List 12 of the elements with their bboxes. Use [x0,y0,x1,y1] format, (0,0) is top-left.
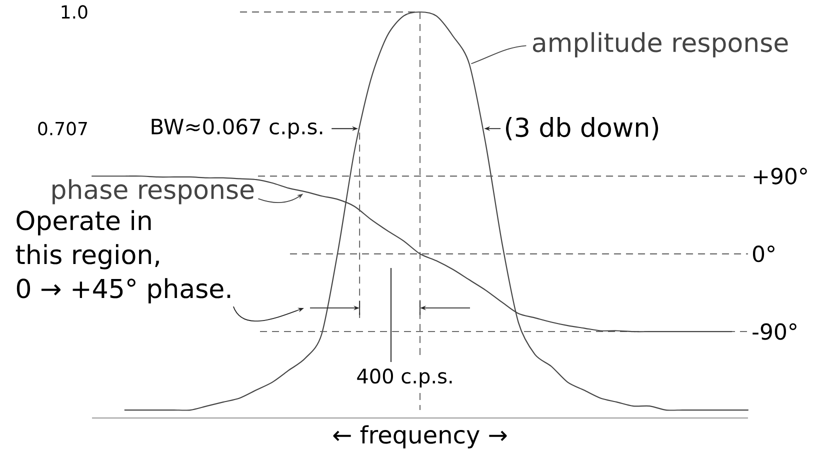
annotation: Operate in this region, 0 → +45° phase. [16,210,230,304]
legend-label: amplitude response [532,32,788,58]
annotation: 400 c.p.s. [357,368,452,388]
y-tick-label: 1.0 [62,5,88,19]
y2-tick-label: +90° [754,168,807,184]
annotation: BW≈0.067 c.p.s. [152,118,322,139]
annotation: (3 db down) [506,117,658,140]
x-axis-title: ← frequency → [333,425,507,448]
y2-tick-label: 0° [752,246,774,262]
y-tick-label: 0.707 [38,122,87,136]
y2-tick-label: -90° [752,323,796,340]
series-label: phase response [52,179,254,204]
